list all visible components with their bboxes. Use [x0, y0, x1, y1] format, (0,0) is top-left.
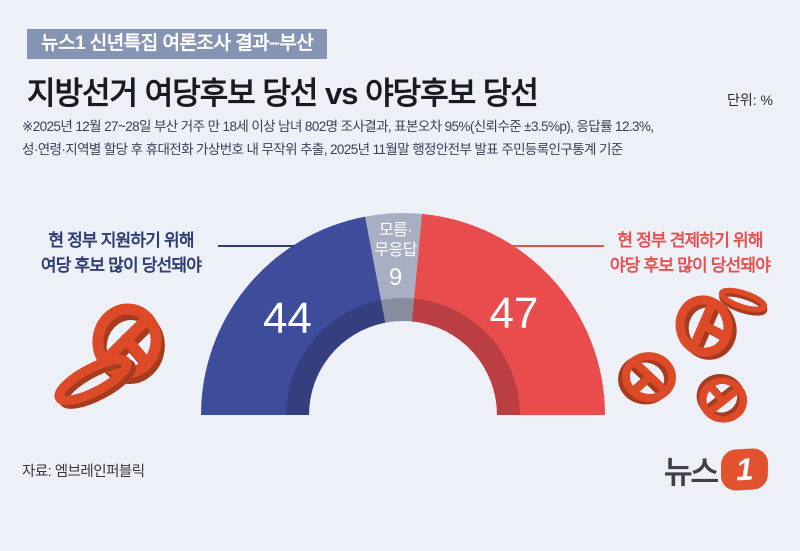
ballot-stamp-icon [620, 353, 674, 403]
value-label-opposition-party: 47 [489, 289, 539, 339]
annotation-support-government: 현 정부 지원하기 위해 여당 후보 많이 당선돼야 [30, 228, 212, 278]
news1-logo: 뉴스 1 [663, 447, 769, 492]
edition-badge: 뉴스1 신년특집 여론조사 결과–부산 [27, 29, 328, 59]
annotation-left-line1: 현 정부 지원하기 위해 [48, 231, 194, 250]
dont-know-label-line2: 무응답 [374, 242, 417, 260]
news1-logo-mark-icon: 1 [720, 447, 769, 492]
ballot-stamp-edge-icon [54, 351, 136, 413]
news1-logo-text: 뉴스 [663, 455, 719, 490]
right-annotation-pointer-line [512, 245, 604, 247]
data-source: 자료: 엠브레인퍼블릭 [22, 464, 145, 480]
annotation-left-line2: 여당 후보 많이 당선돼야 [40, 256, 202, 275]
ballot-stamp-icon [697, 374, 747, 422]
survey-methodology-note: ※2025년 12월 27~28일 부산 거주 만 18세 이상 남녀 802명… [22, 115, 782, 161]
value-label-dont-know: 9 [388, 264, 403, 292]
semicircle-donut-chart [201, 213, 605, 415]
left-annotation-pointer-line [218, 245, 294, 247]
survey-note-line1: ※2025년 12월 27~28일 부산 거주 만 18세 이상 남녀 802명… [22, 119, 654, 134]
news1-logo-number: 1 [734, 451, 755, 487]
page-title: 지방선거 여당후보 당선 vs 야당후보 당선 [27, 76, 539, 111]
segment-label-dont-know: 모름· 무응답 9 [341, 221, 451, 295]
value-label-ruling-party: 44 [262, 294, 312, 344]
annotation-check-government: 현 정부 견제하기 위해 야당 후보 많이 당선돼야 [598, 228, 782, 278]
ballot-stamp-edge-icon [719, 287, 768, 317]
ballot-stamp-icon [675, 294, 738, 361]
dont-know-label-line1: 모름· [378, 222, 413, 240]
annotation-right-line2: 야당 후보 많이 당선돼야 [609, 256, 771, 275]
annotation-right-line1: 현 정부 견제하기 위해 [617, 231, 763, 250]
survey-note-line2: 성·연령·지역별 할당 후 휴대전화 가상번호 내 무작위 추출, 2025년 … [22, 142, 623, 157]
ballot-stamp-icon [93, 305, 164, 382]
unit-label: 단위: % [727, 92, 773, 108]
